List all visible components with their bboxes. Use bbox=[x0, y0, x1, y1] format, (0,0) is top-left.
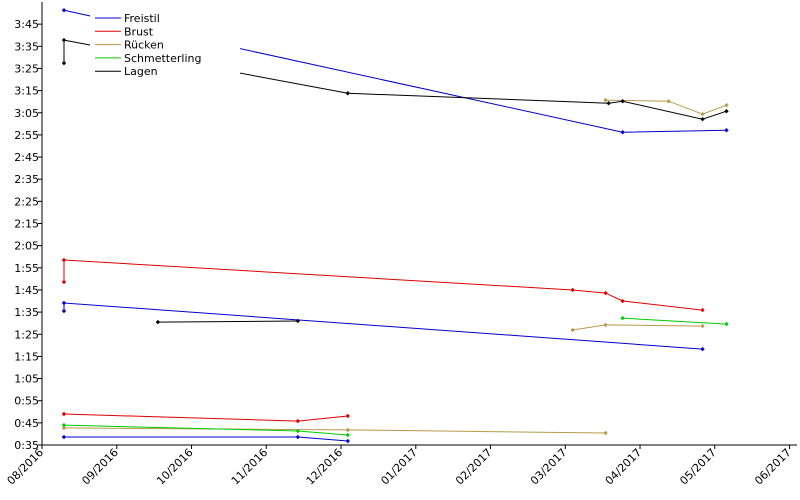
data-point bbox=[61, 411, 67, 417]
x-tick-label: 12/2016 bbox=[304, 446, 346, 488]
data-point bbox=[61, 422, 67, 428]
data-point bbox=[295, 418, 301, 424]
y-tick-label: 3:35 bbox=[14, 40, 39, 53]
x-tick-label: 08/2016 bbox=[5, 446, 47, 488]
data-point bbox=[61, 300, 67, 306]
data-point bbox=[700, 346, 705, 352]
legend-label: Schmetterling bbox=[124, 52, 201, 65]
data-point bbox=[620, 315, 625, 321]
data-point bbox=[345, 432, 350, 438]
data-point bbox=[61, 425, 67, 431]
data-point bbox=[155, 319, 161, 325]
data-point bbox=[345, 413, 350, 419]
data-point bbox=[61, 279, 67, 285]
data-point bbox=[295, 318, 301, 324]
y-tick-label: 3:25 bbox=[14, 62, 39, 75]
data-point bbox=[700, 111, 705, 117]
data-point bbox=[620, 99, 625, 104]
y-tick-label: 2:35 bbox=[14, 173, 39, 186]
y-tick-label: 2:05 bbox=[14, 240, 39, 253]
y-tick-label: 0:35 bbox=[14, 439, 39, 452]
data-point bbox=[61, 7, 67, 13]
data-point bbox=[700, 116, 705, 122]
x-tick-label: 03/2017 bbox=[528, 446, 570, 488]
data-point bbox=[61, 37, 67, 43]
x-tick-label: 02/2017 bbox=[453, 446, 495, 488]
data-point bbox=[724, 128, 729, 133]
data-point bbox=[61, 308, 67, 314]
y-tick-label: 2:55 bbox=[14, 129, 39, 142]
data-point bbox=[606, 101, 611, 106]
data-point bbox=[570, 327, 575, 333]
data-point bbox=[61, 257, 67, 263]
data-point bbox=[724, 321, 729, 327]
legend-label: Freistil bbox=[124, 12, 160, 25]
y-tick-label: 1:15 bbox=[14, 350, 39, 363]
y-tick-label: 0:55 bbox=[14, 395, 39, 408]
x-tick-label: 09/2016 bbox=[79, 446, 121, 488]
legend-label: Lagen bbox=[124, 65, 158, 78]
data-point bbox=[700, 307, 705, 313]
y-tick-label: 2:25 bbox=[14, 195, 39, 208]
data-point bbox=[61, 60, 67, 66]
data-point bbox=[345, 438, 350, 444]
x-tick-label: 10/2016 bbox=[154, 446, 196, 488]
data-point bbox=[603, 322, 608, 328]
y-tick-label: 1:05 bbox=[14, 373, 39, 386]
data-point bbox=[700, 323, 705, 329]
y-tick-label: 3:15 bbox=[14, 85, 39, 98]
x-tick-label: 01/2017 bbox=[378, 446, 420, 488]
y-tick-label: 1:45 bbox=[14, 284, 39, 297]
data-point bbox=[724, 103, 729, 108]
data-point bbox=[603, 430, 608, 436]
data-point bbox=[620, 130, 625, 135]
data-point bbox=[603, 290, 608, 296]
y-tick-label: 1:25 bbox=[14, 328, 39, 341]
data-point bbox=[603, 97, 608, 103]
x-tick-label: 11/2016 bbox=[229, 446, 271, 488]
data-point bbox=[620, 298, 625, 304]
legend-label: Brust bbox=[124, 25, 154, 38]
series-line bbox=[63, 99, 727, 434]
y-tick-label: 2:45 bbox=[14, 151, 39, 164]
y-tick-label: 3:45 bbox=[14, 18, 39, 31]
data-point bbox=[345, 91, 350, 96]
y-tick-label: 2:15 bbox=[14, 218, 39, 231]
x-tick-label: 05/2017 bbox=[677, 446, 719, 488]
data-point bbox=[61, 434, 67, 440]
y-tick-label: 1:55 bbox=[14, 262, 39, 275]
y-tick-label: 1:35 bbox=[14, 306, 39, 319]
data-point bbox=[724, 108, 729, 114]
series-line bbox=[63, 259, 703, 422]
legend-label: Rücken bbox=[124, 39, 164, 52]
data-point bbox=[295, 434, 301, 440]
y-tick-label: 0:45 bbox=[14, 417, 39, 430]
data-point bbox=[570, 287, 575, 293]
x-tick-label: 06/2017 bbox=[752, 446, 794, 488]
x-tick-label: 04/2017 bbox=[603, 446, 645, 488]
data-point bbox=[345, 427, 350, 433]
legend-box bbox=[90, 10, 240, 78]
data-point bbox=[295, 428, 301, 434]
data-point bbox=[666, 99, 671, 104]
y-tick-label: 3:05 bbox=[14, 107, 39, 120]
